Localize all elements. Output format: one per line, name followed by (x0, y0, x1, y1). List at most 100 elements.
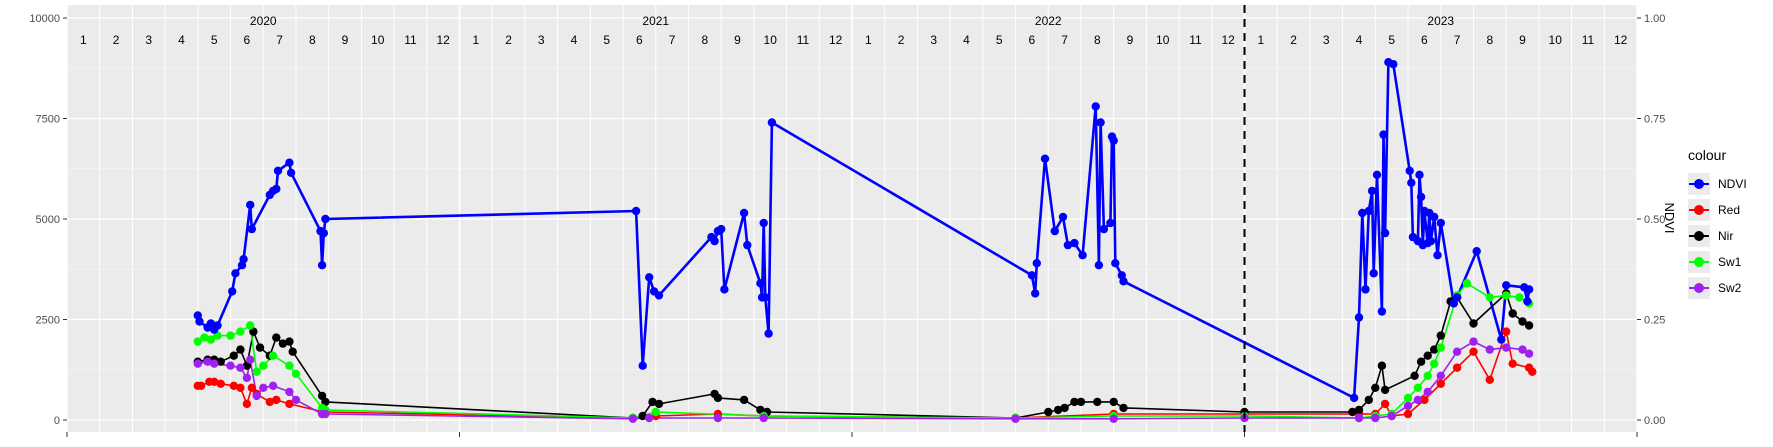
data-point-sw2 (628, 414, 638, 423)
data-point-ndvi (1497, 335, 1506, 344)
month-label: 2 (1290, 33, 1297, 47)
data-point-sw1 (1502, 291, 1511, 300)
data-point-nir (278, 339, 288, 348)
month-label: 1 (1258, 33, 1265, 47)
data-point-ndvi (1436, 218, 1446, 228)
data-point-sw1 (206, 335, 216, 344)
data-point-nir (1518, 317, 1527, 326)
data-point-ndvi (1407, 178, 1416, 187)
data-point-nir (288, 347, 297, 356)
month-label: 9 (1127, 33, 1134, 47)
data-point-sw2 (713, 413, 723, 423)
y-tick-label-right: 1.00 (1644, 13, 1665, 25)
data-point-sw2 (1011, 414, 1020, 423)
data-point-nir (216, 357, 225, 366)
data-point-ndvi (1058, 212, 1068, 222)
data-point-ndvi (246, 200, 255, 210)
data-point-ndvi (1119, 277, 1128, 286)
data-point-ndvi (195, 317, 204, 326)
data-point-sw2 (259, 383, 268, 392)
month-label: 10 (764, 33, 778, 47)
data-point-ndvi (1358, 208, 1367, 218)
month-label: 4 (963, 33, 970, 47)
data-point-ndvi (1050, 226, 1060, 236)
data-point-nir (1070, 397, 1079, 407)
data-point-sw2 (246, 355, 255, 364)
data-point-ndvi (1380, 228, 1390, 238)
data-point-nir (1364, 395, 1374, 405)
year-label: 2020 (250, 14, 277, 28)
data-point-nir (1524, 321, 1534, 330)
data-point-sw2 (226, 361, 235, 370)
data-point-red (229, 381, 238, 390)
month-label: 4 (571, 33, 578, 47)
data-point-ndvi (1106, 218, 1115, 228)
month-label: 5 (211, 33, 218, 47)
data-point-ndvi (1430, 212, 1439, 222)
data-point-red (1380, 399, 1390, 409)
data-point-ndvi (631, 206, 641, 216)
month-label: 11 (1582, 33, 1595, 47)
month-label: 6 (636, 33, 643, 47)
data-point-nir (1377, 361, 1387, 370)
data-point-sw2 (1518, 345, 1527, 354)
data-point-nir (1109, 397, 1118, 407)
data-point-sw1 (1413, 383, 1423, 392)
y-tick-label-right: 0.75 (1644, 114, 1665, 126)
month-label: 5 (1388, 33, 1395, 47)
month-label: 1 (80, 33, 87, 47)
data-point-ndvi (1372, 170, 1382, 179)
data-point-ndvi (1109, 136, 1118, 145)
month-label: 1 (473, 33, 480, 47)
data-point-ndvi (319, 228, 328, 238)
year-label: 2023 (1427, 14, 1454, 28)
data-point-sw2 (1485, 345, 1495, 354)
data-point-sw1 (193, 337, 202, 346)
data-point-sw2 (268, 381, 278, 390)
month-label: 7 (1061, 33, 1068, 47)
data-point-ndvi (1502, 281, 1511, 290)
month-label: 11 (797, 33, 810, 47)
legend-label-ndvi: NDVI (1718, 177, 1747, 191)
month-label: 6 (1029, 33, 1036, 47)
data-point-nir (285, 337, 294, 346)
data-point-sw1 (1436, 343, 1446, 352)
data-point-red (1420, 395, 1429, 405)
data-point-red (1502, 327, 1511, 336)
data-point-sw2 (193, 359, 202, 368)
data-point-nir (1348, 407, 1357, 417)
data-point-ndvi (1416, 192, 1426, 202)
data-point-ndvi (720, 285, 729, 294)
data-point-nir (1430, 345, 1439, 354)
data-point-sw2 (1109, 414, 1118, 423)
data-point-sw2 (252, 391, 261, 401)
month-label: 8 (701, 33, 708, 47)
data-point-red (247, 383, 256, 392)
data-point-sw1 (259, 361, 268, 370)
data-point-red (196, 381, 206, 390)
y-tick-label-left: 5000 (36, 214, 60, 226)
data-point-ndvi (756, 279, 765, 288)
data-point-ndvi (213, 321, 222, 330)
data-point-ndvi (231, 269, 240, 278)
data-point-ndvi (654, 291, 664, 300)
data-point-sw2 (1502, 343, 1511, 352)
month-label: 9 (734, 33, 741, 47)
y-tick-label-right: 0.00 (1644, 415, 1665, 427)
data-point-red (1436, 379, 1446, 388)
month-label: 10 (1156, 33, 1170, 47)
legend-label-sw2: Sw2 (1718, 281, 1742, 295)
legend-key-point-nir (1694, 231, 1704, 241)
data-point-nir (648, 397, 657, 407)
legend-key-point-sw2 (1694, 283, 1704, 293)
data-point-sw2 (236, 363, 245, 372)
data-point-sw2 (1524, 349, 1534, 358)
month-label: 4 (1356, 33, 1363, 47)
data-point-red (1528, 367, 1537, 376)
data-point-ndvi (1405, 166, 1414, 175)
month-label: 2 (898, 33, 905, 47)
data-point-ndvi (247, 224, 256, 234)
data-point-nir (1371, 383, 1380, 392)
